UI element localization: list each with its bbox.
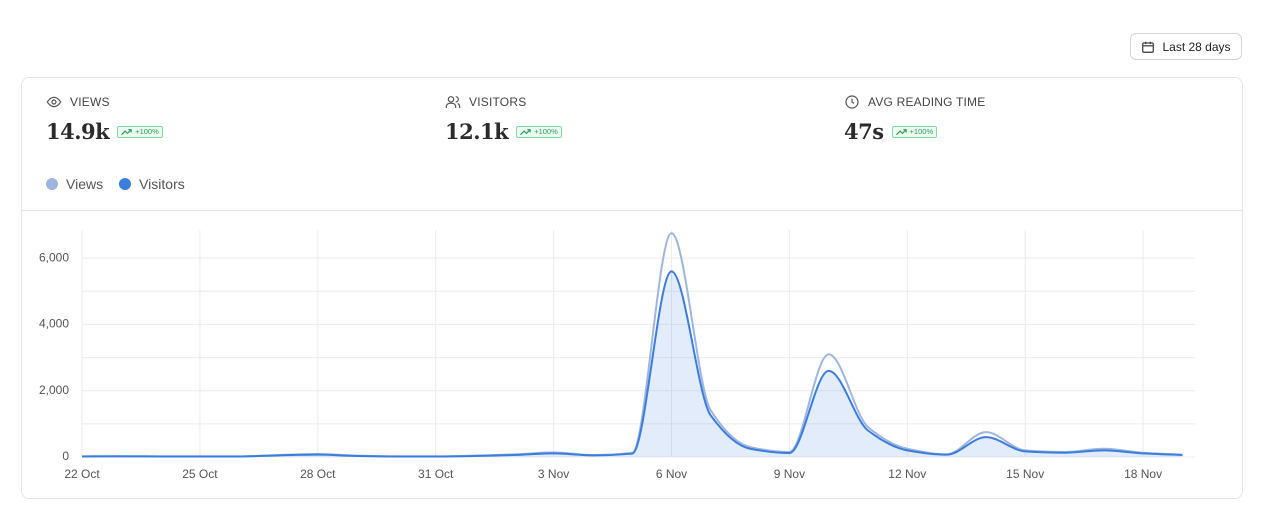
legend-label: Views xyxy=(66,176,104,192)
legend-item[interactable]: Views xyxy=(46,176,103,192)
stat-label: VISITORS xyxy=(469,95,527,109)
clock-icon xyxy=(845,95,859,109)
stat-label: AVG READING TIME xyxy=(868,95,986,109)
stat-value: 12.1k xyxy=(445,119,509,144)
stat-value: 14.9k xyxy=(46,119,110,144)
x-tick-label: 22 Oct xyxy=(64,467,100,481)
legend: Views Visitors xyxy=(46,176,185,192)
users-icon xyxy=(445,96,461,108)
eye-icon xyxy=(46,96,62,108)
stat-label: VIEWS xyxy=(70,95,110,109)
y-tick-label: 2,000 xyxy=(39,383,69,397)
stat: VIEWS 14.9k +100% xyxy=(46,94,163,144)
stat: VISITORS 12.1k +100% xyxy=(445,94,562,144)
stat: AVG READING TIME 47s +100% xyxy=(844,94,985,144)
change-text: +100% xyxy=(909,127,934,136)
x-tick-label: 6 Nov xyxy=(656,467,687,481)
date-range-button[interactable]: Last 28 days xyxy=(1130,33,1242,60)
legend-item[interactable]: Visitors xyxy=(119,176,185,192)
x-tick-label: 9 Nov xyxy=(774,467,805,481)
change-text: +100% xyxy=(534,127,558,136)
button-label: Last 28 days xyxy=(1162,39,1231,54)
x-tick-label: 15 Nov xyxy=(1006,467,1044,481)
change-badge: +100% xyxy=(516,125,562,138)
x-tick-label: 31 Oct xyxy=(418,467,454,481)
x-tick-label: 28 Oct xyxy=(300,467,336,481)
stat-value: 47s xyxy=(844,119,884,144)
legend-dot xyxy=(46,178,58,190)
x-tick-label: 18 Nov xyxy=(1124,467,1162,481)
y-tick-label: 6,000 xyxy=(39,250,69,264)
change-text: +100% xyxy=(135,127,159,136)
y-tick-label: 0 xyxy=(62,449,69,463)
x-tick-label: 25 Oct xyxy=(182,467,218,481)
x-tick-label: 12 Nov xyxy=(888,467,926,481)
stats-card: VIEWS 14.9k +100% VISITORS 12.1k +100% AVG… xyxy=(21,77,1243,499)
divider xyxy=(22,210,1242,211)
y-tick-label: 4,000 xyxy=(39,317,69,331)
x-tick-label: 3 Nov xyxy=(538,467,569,481)
calendar-icon xyxy=(1142,41,1155,53)
area xyxy=(82,271,1183,457)
change-badge: +100% xyxy=(117,125,163,138)
change-badge: +100% xyxy=(891,125,938,138)
legend-label: Visitors xyxy=(139,176,185,192)
line xyxy=(81,232,1183,458)
legend-dot xyxy=(119,178,132,190)
line xyxy=(81,270,1183,458)
